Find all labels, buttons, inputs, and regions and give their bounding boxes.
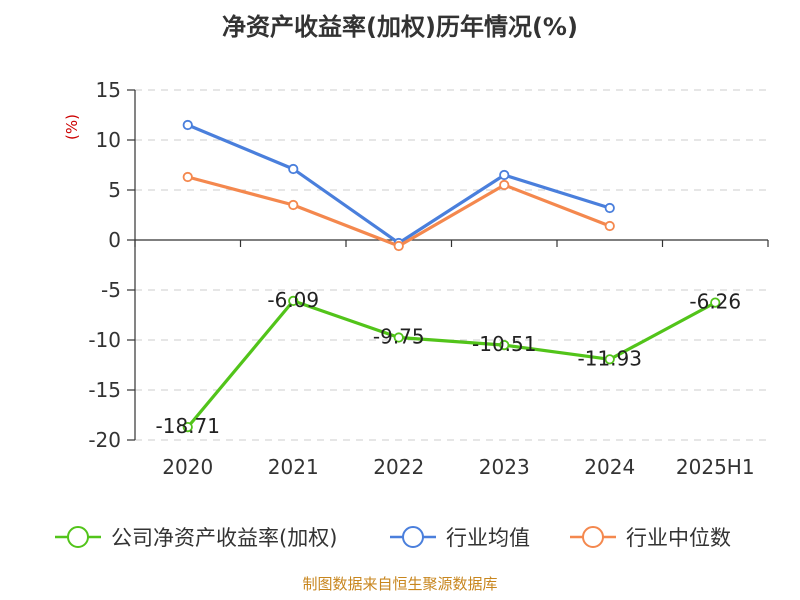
x-tick-label: 2025H1 — [676, 455, 755, 479]
x-tick-label: 2023 — [479, 455, 530, 479]
data-point — [604, 354, 615, 365]
x-tick-label: 2022 — [373, 455, 424, 479]
y-tick-label: -10 — [88, 328, 121, 352]
data-point — [604, 220, 615, 232]
data-point — [182, 119, 193, 131]
series-line — [187, 123, 611, 245]
legend-label: 行业均值 — [446, 526, 530, 550]
legend-swatch-marker — [402, 526, 424, 548]
y-tick-label: 10 — [96, 128, 121, 152]
y-tick-label: 15 — [96, 78, 121, 102]
data-point — [393, 240, 404, 252]
y-tick-label: -20 — [88, 428, 121, 452]
data-point — [499, 169, 510, 181]
data-label: -11.93 — [578, 346, 642, 370]
data-point — [182, 421, 193, 433]
y-tick-label: -5 — [101, 278, 121, 302]
data-label: -9.75 — [373, 325, 425, 349]
legend-label: 公司净资产收益率(加权) — [111, 526, 337, 550]
data-point — [288, 295, 299, 306]
x-tick-label: 2021 — [268, 455, 319, 479]
data-label-layer: -18.71 -6.09 -9.75 -10.51 -11.93 -6.26 — [156, 288, 742, 438]
legend: 公司净资产收益率(加权) 行业均值 行业中位数 — [55, 526, 731, 550]
data-point — [288, 199, 299, 211]
legend-swatch-marker — [582, 526, 604, 548]
chart-title: 净资产收益率(加权)历年情况(%) — [222, 13, 578, 41]
data-label: -18.71 — [156, 414, 220, 438]
x-tick-label: 2024 — [584, 455, 635, 479]
data-point — [604, 202, 615, 214]
source-note: 制图数据来自恒生聚源数据库 — [302, 575, 497, 593]
legend-swatch-marker — [67, 526, 89, 548]
legend-label: 行业中位数 — [626, 526, 731, 550]
y-tick-label: -15 — [88, 378, 121, 402]
data-point — [288, 163, 299, 175]
data-label: -6.26 — [689, 290, 741, 314]
x-tick-label: 2020 — [162, 455, 213, 479]
data-point — [710, 297, 721, 308]
series-layer — [182, 119, 721, 433]
axis-layer: 15 10 5 0 -5 -10 -15 -20 2020 2021 2022 2023 2024 202… — [88, 78, 769, 479]
data-point — [499, 179, 510, 191]
y-tick-label: 0 — [108, 228, 121, 252]
y-tick-label: 5 — [108, 178, 121, 202]
data-point — [499, 339, 510, 351]
data-point — [393, 332, 404, 343]
data-label: -6.09 — [267, 288, 319, 312]
y-axis-label: (%) — [63, 114, 81, 140]
series-line — [186, 299, 717, 429]
data-point — [182, 171, 193, 183]
data-label: -10.51 — [472, 332, 536, 356]
